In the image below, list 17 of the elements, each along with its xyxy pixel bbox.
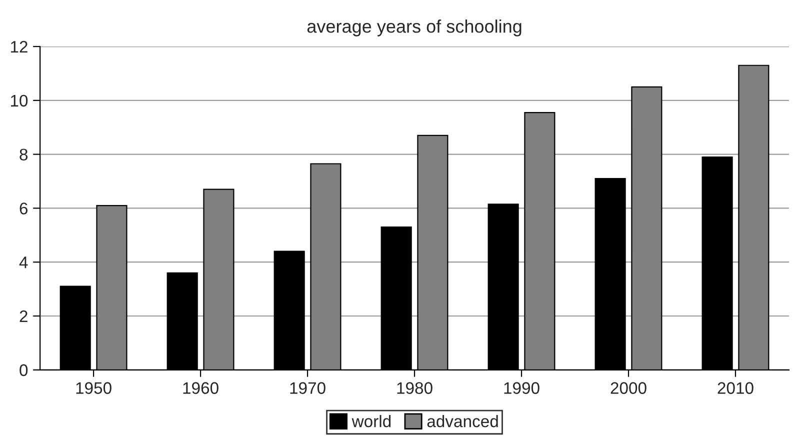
y-tick-label: 2 xyxy=(20,310,28,322)
y-tick-label: 10 xyxy=(10,94,28,107)
x-tick-label: 1950 xyxy=(76,382,112,394)
y-tick-label: 6 xyxy=(20,202,28,214)
y-tick-label: 12 xyxy=(10,40,28,53)
x-tick-label: 1980 xyxy=(397,382,432,394)
y-tick-label: 0 xyxy=(20,364,28,376)
x-tick-label: 2000 xyxy=(610,382,646,394)
y-tick-label: 4 xyxy=(19,256,28,268)
y-tick-label: 8 xyxy=(20,148,28,161)
x-tick-label: 1970 xyxy=(290,382,326,394)
x-tick-label: 2010 xyxy=(718,382,754,394)
chart-title: average years of schooling xyxy=(307,20,522,36)
legend-label: world xyxy=(352,415,391,428)
legend-label: advanced xyxy=(427,415,498,428)
x-tick-label: 1960 xyxy=(183,382,218,394)
x-tick-label: 1990 xyxy=(504,382,540,394)
